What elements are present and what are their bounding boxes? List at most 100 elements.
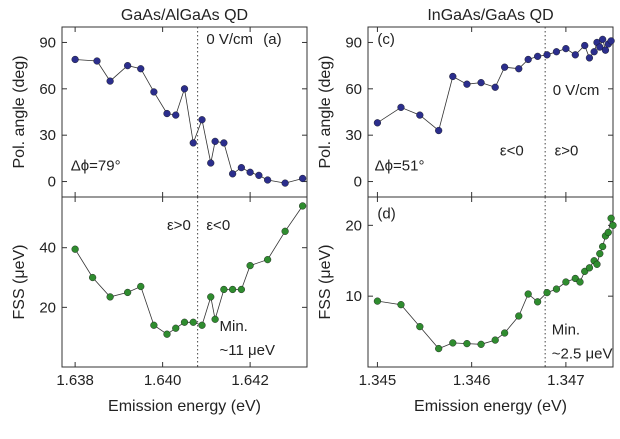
data-point — [255, 171, 263, 179]
y-axis-title: FSS (μeV) — [11, 244, 28, 319]
data-point — [172, 324, 180, 332]
data-point — [163, 330, 171, 338]
data-point — [524, 55, 532, 64]
data-point — [211, 137, 219, 145]
data-point — [299, 202, 307, 210]
annotation: ~2.5 μeV — [552, 346, 613, 363]
data-point — [124, 288, 132, 297]
data-point — [220, 139, 228, 147]
x-tick-label: 1.347 — [547, 372, 585, 389]
data-point — [246, 261, 254, 270]
data-point — [552, 285, 561, 293]
data-point — [596, 250, 604, 258]
data-point — [609, 221, 617, 229]
data-point — [106, 77, 114, 85]
data-point — [501, 63, 509, 71]
column-title: GaAs/AlGaAs QD — [121, 7, 248, 24]
data-point — [373, 297, 382, 305]
y-tick-label: 20 — [39, 299, 56, 316]
y-tick-label: 30 — [39, 127, 56, 144]
panel-frame — [367, 196, 614, 368]
data-point — [150, 321, 158, 329]
annotation: ε>0 — [555, 142, 579, 159]
y-axis-title: Pol. angle (deg) — [11, 56, 28, 169]
data-point — [137, 282, 145, 291]
data-point — [299, 174, 307, 183]
data-point — [93, 57, 101, 65]
data-point — [543, 51, 551, 59]
data-point — [172, 111, 180, 119]
data-point — [491, 83, 499, 91]
data-point — [585, 54, 594, 62]
data-point — [449, 72, 457, 81]
data-point — [599, 242, 607, 251]
data-point — [211, 315, 219, 323]
data-point — [180, 85, 189, 93]
annotation: (a) — [263, 31, 281, 48]
data-point — [435, 126, 443, 135]
annotation: Min. — [220, 318, 248, 335]
data-point — [237, 285, 245, 294]
data-point — [416, 111, 424, 119]
data-point — [246, 168, 254, 176]
data-point — [590, 48, 598, 56]
data-point — [501, 329, 509, 337]
data-point — [416, 323, 424, 331]
annotation: Δϕ=79° — [71, 158, 121, 175]
annotation: Min. — [552, 321, 580, 338]
data-point — [581, 41, 589, 50]
data-point — [449, 339, 457, 347]
data-point — [463, 80, 471, 88]
y-axis-title: Pol. angle (deg) — [317, 56, 334, 169]
y-tick-label: 90 — [345, 34, 362, 51]
annotation: 0 V/cm — [206, 31, 253, 48]
y-tick-label: 90 — [39, 34, 56, 51]
x-tick-label: 1.642 — [231, 372, 269, 389]
data-point — [601, 46, 610, 54]
data-point — [477, 340, 485, 348]
data-point — [524, 290, 532, 298]
data-point — [71, 245, 79, 253]
data-point — [264, 176, 272, 184]
data-point — [189, 318, 197, 326]
data-point — [229, 170, 237, 178]
data-point — [562, 278, 570, 286]
data-point — [585, 264, 594, 272]
annotation: ε<0 — [500, 142, 524, 159]
y-tick-label: 40 — [39, 240, 56, 257]
data-point — [607, 37, 615, 45]
data-point — [180, 318, 189, 326]
data-point — [599, 35, 607, 43]
data-point — [576, 278, 584, 286]
data-point — [604, 228, 612, 237]
data-point — [463, 340, 471, 348]
annotation: (c) — [377, 31, 395, 48]
data-point — [562, 45, 570, 53]
data-point — [477, 79, 485, 87]
y-tick-label: 20 — [345, 217, 362, 234]
data-point — [264, 256, 272, 264]
data-point — [71, 55, 79, 64]
data-point — [150, 88, 158, 96]
y-tick-label: 60 — [345, 81, 362, 98]
data-point — [596, 43, 604, 51]
data-point — [552, 48, 561, 56]
column-title: InGaAs/GaAs QD — [427, 7, 553, 24]
data-point — [163, 109, 171, 118]
data-point — [607, 214, 615, 222]
y-tick-label: 30 — [345, 127, 362, 144]
data-point — [397, 301, 405, 309]
x-axis-title: Emission energy (eV) — [108, 398, 261, 415]
data-point — [229, 285, 237, 294]
data-point — [106, 293, 114, 301]
x-tick-label: 1.638 — [56, 372, 94, 389]
data-point — [515, 65, 523, 73]
panel-frame — [61, 196, 308, 368]
data-point — [373, 119, 382, 127]
x-tick-label: 1.640 — [144, 372, 182, 389]
data-point — [137, 65, 145, 73]
y-tick-label: 0 — [48, 174, 56, 191]
data-point — [281, 179, 289, 187]
data-point — [534, 298, 542, 306]
